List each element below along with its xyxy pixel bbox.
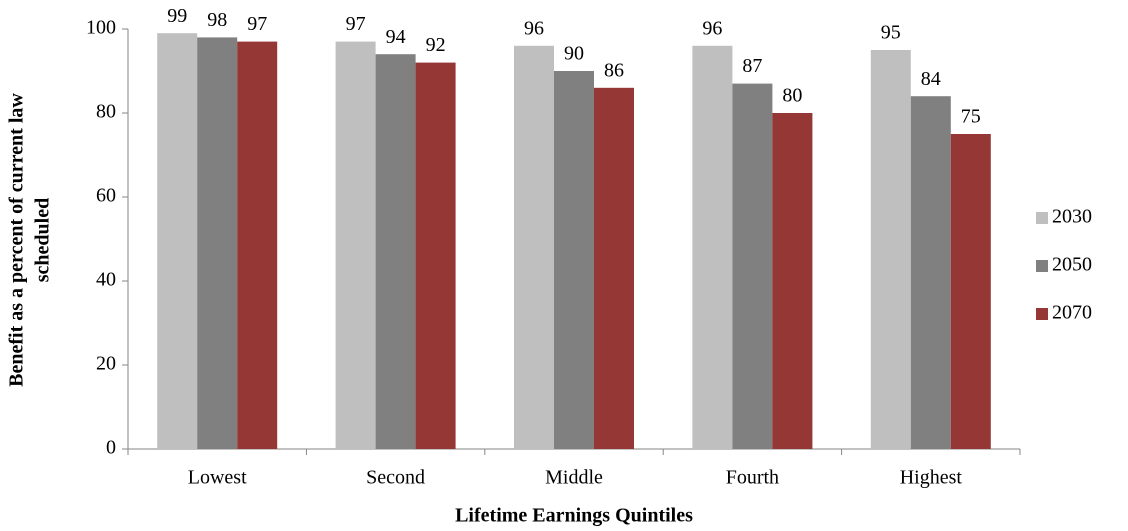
x-tick-label: Lowest — [188, 467, 247, 489]
data-label: 75 — [961, 106, 981, 128]
data-label: 99 — [167, 5, 187, 27]
x-tick-label: Highest — [900, 467, 963, 489]
bar — [950, 134, 991, 449]
legend-label: 2030 — [1052, 206, 1092, 228]
bar — [870, 50, 911, 449]
y-tick-label: 80 — [96, 101, 116, 123]
data-label: 97 — [346, 13, 366, 35]
bar — [910, 96, 951, 449]
data-label: 86 — [604, 59, 624, 81]
y-tick-label: 40 — [96, 269, 116, 291]
y-axis-title: Benefit as a percent of current law — [6, 93, 28, 387]
data-label: 97 — [247, 13, 267, 35]
data-label: 92 — [426, 34, 446, 56]
legend-label: 2070 — [1052, 302, 1092, 324]
y-tick-label: 0 — [106, 437, 116, 459]
y-axis-title: scheduled — [32, 198, 54, 282]
data-label: 87 — [742, 55, 762, 77]
legend-swatch — [1036, 212, 1048, 224]
x-axis-title: Lifetime Earnings Quintiles — [455, 505, 693, 527]
x-tick-label: Second — [366, 467, 425, 489]
x-tick-label: Fourth — [726, 467, 779, 489]
y-tick-label: 60 — [96, 185, 116, 207]
bar — [554, 71, 594, 449]
bar — [375, 54, 416, 449]
y-tick-label: 20 — [96, 353, 116, 375]
data-label: 96 — [702, 17, 722, 39]
data-label: 98 — [207, 9, 227, 31]
bar — [514, 45, 554, 450]
data-label: 95 — [881, 22, 901, 44]
legend-swatch — [1036, 260, 1048, 272]
y-tick-label: 100 — [86, 17, 116, 39]
legend-swatch — [1036, 308, 1048, 320]
x-tick-label: Middle — [545, 467, 603, 489]
bar — [157, 33, 198, 449]
bar — [237, 41, 278, 449]
bar — [594, 87, 634, 450]
bar — [772, 113, 813, 449]
data-label: 94 — [386, 26, 406, 48]
data-label: 96 — [524, 17, 544, 39]
bar — [197, 37, 238, 450]
bar — [732, 83, 773, 449]
bar — [692, 45, 733, 450]
data-label: 90 — [564, 43, 584, 65]
data-label: 80 — [782, 85, 802, 107]
data-label: 84 — [921, 68, 941, 90]
legend-label: 2050 — [1052, 254, 1092, 276]
bar — [335, 41, 376, 449]
bar — [415, 62, 456, 449]
